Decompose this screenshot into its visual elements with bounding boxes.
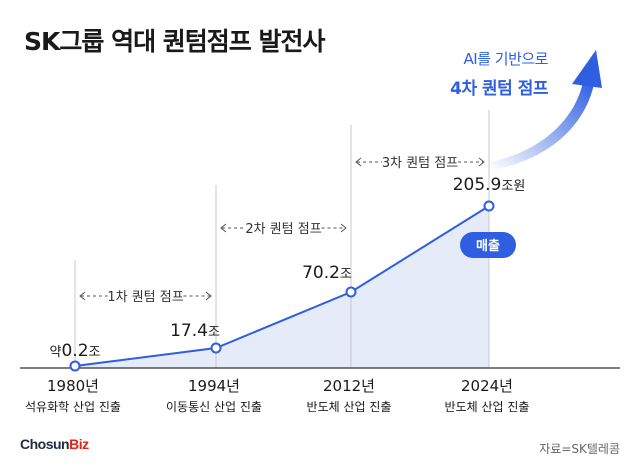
x-tick-sublabel: 반도체 산업 진출 [445,400,530,414]
growth-arrow-shaft [490,82,594,170]
jump-arrow-right [340,223,347,233]
value-label: 약0.2조 [50,341,101,361]
jump-arrow-right [478,157,485,167]
value-label: 17.4조 [170,321,220,341]
series-badge-label: 매출 [476,238,500,254]
data-point [69,360,81,372]
data-point [345,286,357,298]
headline-sub: AI를 기반으로 [463,50,549,68]
jump-arrow-right [205,291,212,301]
chosunbiz-logo: ChosunBiz [20,436,89,452]
value-label: 205.9조원 [453,175,526,195]
headline-main: 4차 퀀텀 점프 [450,79,548,99]
page-title: SK그룹 역대 퀀텀점프 발전사 [24,27,325,56]
x-tick-label: 1980년 [47,377,99,395]
x-tick-sublabel: 반도체 산업 진출 [307,400,392,414]
x-tick-sublabel: 이동통신 산업 진출 [166,400,262,414]
jump-label: 2차 퀀텀 점프 [245,222,321,237]
jump-arrow-left [79,291,86,301]
jump-arrow-left [220,223,227,233]
x-tick-sublabel: 석유화학 산업 진출 [25,400,121,414]
data-point [210,342,222,354]
jump-label: 1차 퀀텀 점프 [107,290,183,305]
growth-arrow-head [572,50,602,88]
area-fill [75,206,489,368]
x-tick-label: 2012년 [323,377,375,395]
source-note: 자료=SK텔레콤 [539,442,620,456]
jump-arrow-left [355,157,362,167]
data-point [483,200,495,212]
jump-label: 3차 퀀텀 점프 [382,156,458,171]
series-line [74,205,490,367]
x-tick-label: 1994년 [188,377,240,395]
value-label: 70.2조 [302,263,352,283]
series-badge [460,232,516,258]
x-tick-label: 2024년 [461,377,513,395]
